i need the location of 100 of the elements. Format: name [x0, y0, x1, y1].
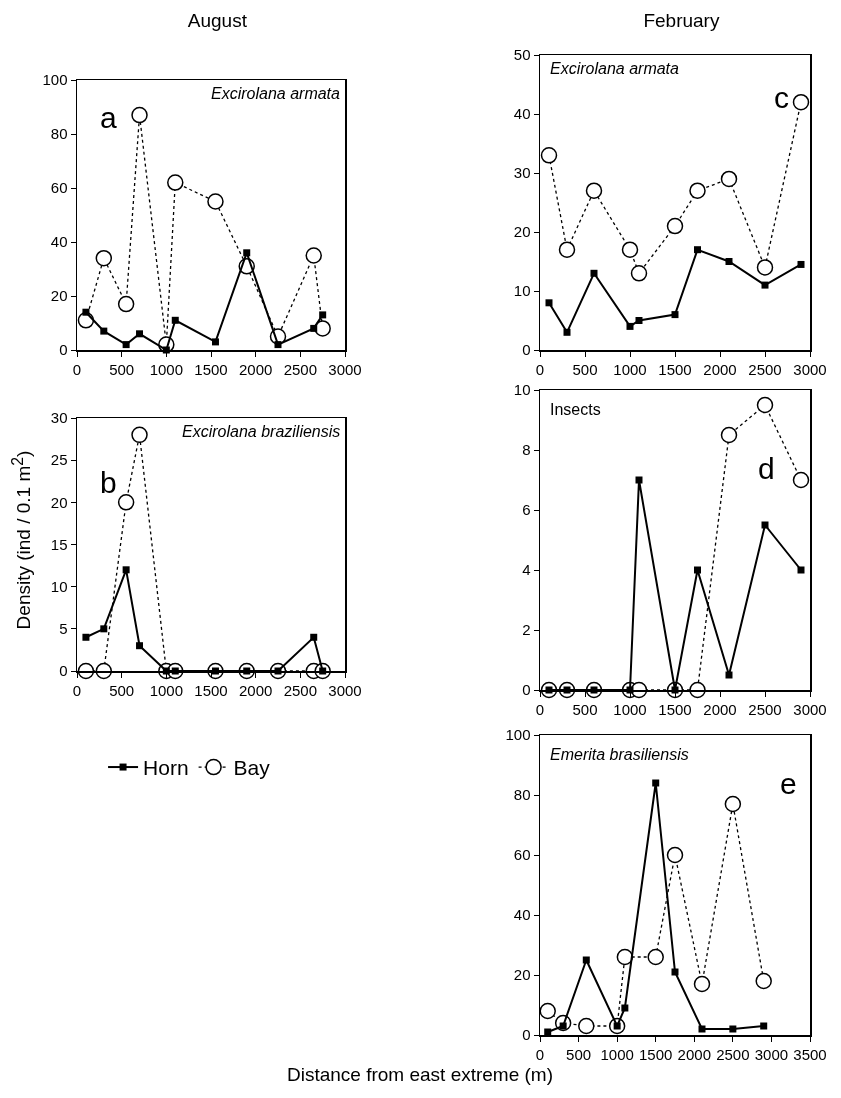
y-tick-label: 60: [513, 846, 531, 864]
point: [171, 316, 179, 324]
x-tick-label: 2500: [748, 360, 782, 378]
point: [626, 322, 634, 330]
y-tick-label: 25: [50, 451, 68, 469]
annotation: Emerita brasiliensis: [550, 746, 689, 763]
legend-label: Bay: [233, 756, 271, 780]
x-tick-label: 0: [72, 681, 82, 699]
x-tick-label: 500: [566, 1045, 592, 1063]
point: [122, 566, 130, 574]
point: [792, 93, 810, 111]
y-tick-label: 0: [59, 662, 68, 680]
point: [694, 566, 701, 574]
point: [698, 1025, 706, 1033]
point: [755, 972, 772, 990]
point: [792, 471, 810, 489]
x-tick-label: 2000: [238, 360, 273, 378]
x-tick-label: 2000: [677, 1045, 711, 1063]
y-tick-label: 10: [513, 282, 531, 300]
y-tick-label: 4: [522, 561, 531, 579]
y-tick-label: 20: [513, 966, 531, 984]
y-tick-label: 20: [513, 223, 531, 241]
point: [95, 249, 113, 267]
point: [797, 566, 805, 574]
point: [666, 217, 684, 235]
point: [797, 260, 805, 268]
y-tick-label: 30: [50, 409, 68, 427]
point: [207, 193, 224, 210]
point: [621, 1004, 629, 1012]
y-tick-label: 40: [513, 105, 531, 123]
y-tick-label: 60: [50, 179, 68, 197]
point: [689, 182, 706, 199]
x-tick-label: 1500: [639, 1045, 673, 1063]
annotation: b: [100, 466, 117, 499]
point: [761, 521, 769, 529]
point: [82, 308, 90, 316]
point: [558, 241, 576, 258]
point: [310, 324, 318, 332]
point: [243, 249, 251, 257]
point: [635, 476, 643, 484]
x-tick-label: 1000: [149, 681, 184, 699]
x-tick-label: 500: [572, 700, 598, 718]
x-tick-label: 3000: [793, 700, 827, 718]
x-tick-label: 500: [109, 681, 135, 699]
x-tick-label: 0: [535, 360, 545, 378]
point: [310, 633, 318, 641]
x-tick-label: 2500: [283, 360, 318, 378]
y-tick-label: 10: [513, 381, 531, 399]
point: [635, 317, 643, 324]
x-tick-label: 1500: [658, 360, 692, 378]
x-tick-label: 3000: [793, 360, 827, 378]
chart-title: February: [643, 9, 720, 31]
point: [590, 269, 598, 277]
point: [720, 170, 738, 188]
annotation: d: [758, 452, 775, 485]
point: [545, 299, 553, 307]
annotation: c: [774, 81, 789, 114]
point: [131, 106, 148, 124]
point: [652, 779, 660, 787]
point: [540, 147, 558, 164]
y-tick-label: 15: [50, 535, 68, 553]
x-tick-label: 3500: [793, 1045, 827, 1063]
x-tick-label: 500: [109, 360, 135, 378]
point: [305, 247, 322, 264]
x-tick-label: 1000: [149, 360, 184, 378]
point: [319, 311, 327, 319]
annotation: Excirolana braziliensis: [182, 423, 341, 440]
x-tick-label: 3000: [328, 360, 362, 378]
x-axis-title: Distance from east extreme (m): [286, 1064, 554, 1086]
x-tick-label: 2000: [703, 700, 737, 718]
y-tick-label: 5: [59, 620, 68, 638]
y-tick-label: 100: [42, 71, 68, 89]
x-tick-label: 0: [535, 1045, 545, 1063]
y-tick-label: 0: [59, 341, 68, 359]
y-tick-label: 2: [522, 621, 531, 639]
annotation: Excirolana armata: [550, 60, 680, 77]
annotation: Insects: [550, 401, 601, 418]
point: [274, 341, 282, 349]
annotation: e: [780, 767, 797, 800]
point: [671, 311, 679, 319]
point: [693, 975, 711, 993]
point: [136, 642, 144, 650]
point: [585, 182, 603, 199]
x-tick-label: 2500: [716, 1045, 750, 1063]
point: [100, 625, 108, 633]
point: [616, 948, 634, 966]
x-tick-label: 1000: [600, 1045, 634, 1063]
point: [760, 1022, 768, 1030]
y-tick-label: 20: [50, 493, 68, 511]
chart-title: August: [187, 9, 248, 31]
point: [666, 846, 684, 864]
point: [621, 241, 639, 258]
point: [630, 265, 648, 282]
point: [539, 1002, 556, 1020]
x-tick-label: 500: [572, 360, 598, 378]
point: [756, 396, 774, 414]
point: [131, 426, 148, 444]
point: [729, 1025, 737, 1033]
point: [724, 795, 742, 813]
point: [563, 328, 571, 336]
